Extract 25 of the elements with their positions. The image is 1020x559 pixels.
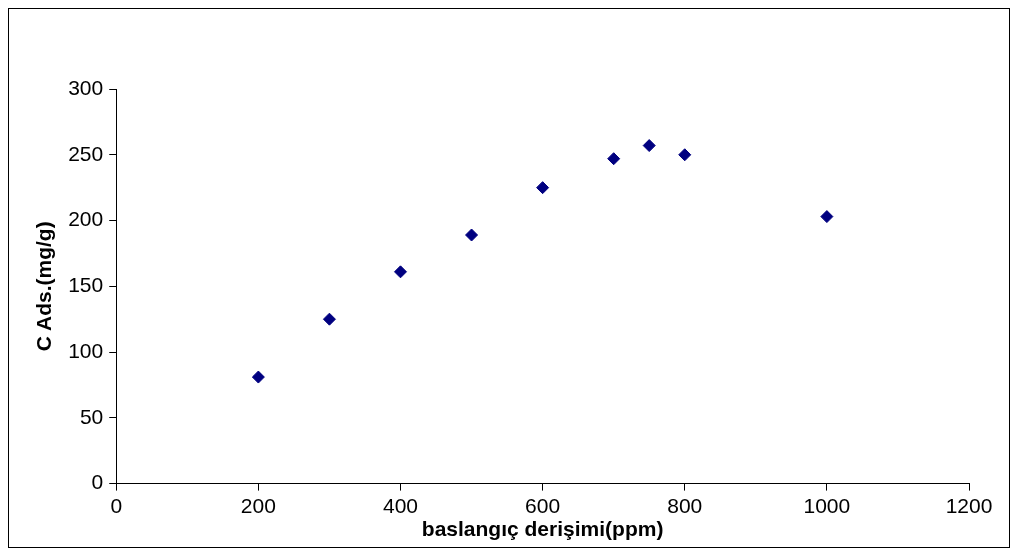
point [322,312,336,326]
point [536,181,550,195]
y-tick-label: 300 [68,75,104,99]
point [251,370,265,384]
x-tick-label: 800 [667,494,703,517]
x-tick-label: 200 [240,494,276,517]
y-tick-label: 250 [68,141,104,165]
point [465,228,479,242]
x-tick-label: 1200 [945,494,993,517]
point [642,139,656,153]
y-tick-label: 200 [68,207,104,231]
y-axis-title: C Ads.(mg/g) [32,221,56,352]
point [607,152,621,166]
x-tick-label: 0 [110,494,123,517]
x-tick-label: 600 [525,494,561,517]
y-tick-label: 100 [68,338,104,362]
x-axis-title: baslangıç derişimi(ppm) [421,517,664,541]
y-tick-label: 0 [91,470,104,494]
y-tick-label: 50 [79,404,104,428]
y-tick-label: 150 [68,273,104,297]
point [820,210,834,224]
point [678,148,692,162]
point [393,265,407,279]
x-tick-label: 400 [382,494,419,517]
x-tick-label: 1000 [803,494,851,517]
